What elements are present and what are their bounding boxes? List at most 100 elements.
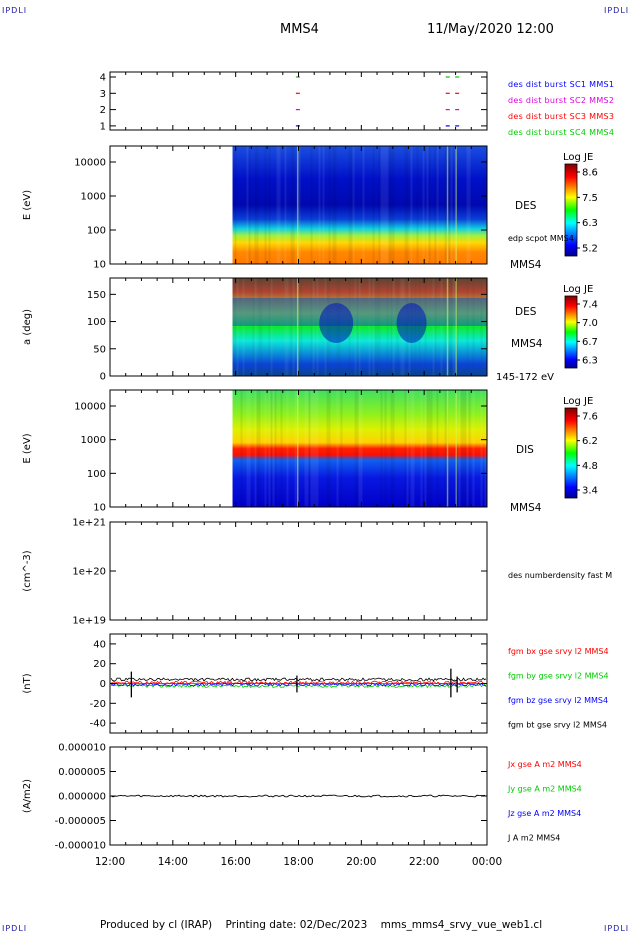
spectrogram-stripe: [294, 390, 297, 507]
spectrogram-stripe: [328, 146, 331, 264]
des-energy-tick-label: 10000: [74, 158, 106, 169]
spectrogram-stripe: [428, 390, 431, 507]
spectrogram-stripe: [290, 146, 293, 264]
burst-legend-2: des dist burst SC2 MMS2: [508, 96, 614, 105]
spectrogram-stripe: [440, 278, 443, 376]
pitch-angle-colorbar-tick-label: 7.0: [582, 318, 598, 329]
spectrogram-stripe: [334, 146, 337, 264]
spectrogram-stripe: [350, 146, 353, 264]
spectrogram-stripe: [322, 146, 325, 264]
spectrogram-stripe: [258, 390, 261, 507]
current-legend-4: J A m2 MMS4: [507, 834, 560, 843]
spectrogram-stripe: [374, 278, 377, 376]
pitch-angle-colorbar-tick-label: 6.7: [582, 337, 598, 348]
spectrogram-stripe: [468, 390, 471, 507]
spectrogram-stripe: [268, 146, 271, 264]
spectrogram-stripe: [428, 146, 431, 264]
spectrogram-stripe: [372, 278, 375, 376]
spectrogram-stripe: [450, 146, 453, 264]
spectrogram-stripe: [472, 278, 475, 376]
spectrogram-stripe: [310, 390, 313, 507]
spectrogram-stripe: [450, 278, 453, 376]
spectrogram-stripe: [268, 390, 271, 507]
spectrogram-stripe: [286, 390, 289, 507]
spectrogram-stripe: [410, 390, 413, 507]
edp-scpot-label: edp scpot MMS4: [508, 234, 574, 243]
des-energy-colorbar-tick-label: 5.2: [582, 244, 598, 255]
spectrogram-stripe: [356, 390, 359, 507]
spectrogram-background: [232, 146, 487, 264]
spectrogram-stripe: [406, 390, 409, 507]
spectrogram-stripe: [404, 390, 407, 507]
b-field-tick-label: 0: [100, 679, 106, 690]
spectrogram-stripe: [426, 146, 429, 264]
dis-energy-tick-label: 10000: [74, 402, 106, 413]
time-tick-label: 22:00: [409, 856, 439, 868]
spectrogram-stripe: [336, 390, 339, 507]
pitch-angle-ylabel: a (deg): [22, 309, 33, 345]
labels-layer: 4 3 2 1 des dist burst SC1 MMS1 des dist burs…: [22, 73, 614, 869]
des-energy-tick-label: 100: [87, 226, 106, 237]
spectrogram-stripe: [236, 278, 239, 376]
b-field-legend-2: fgm by gse srvy l2 MMS4: [508, 672, 609, 681]
current-tick-label: -0.000010: [55, 841, 106, 852]
spacecraft-title: MMS4: [280, 22, 319, 37]
density-tick-label: 1e+19: [72, 616, 106, 627]
spectrogram-stripe: [316, 278, 319, 376]
spectrogram-stripe: [480, 278, 483, 376]
pitch-angle-colorbar-tick-label: 7.4: [582, 300, 598, 311]
time-tick-label: 16:00: [221, 856, 251, 868]
current-legend-1: Jx gse A m2 MMS4: [507, 760, 582, 769]
spectrogram-band: [232, 278, 487, 376]
spectrogram-event-line: [446, 146, 449, 264]
burst-legend-1: des dist burst SC1 MMS1: [508, 80, 614, 89]
spectrogram-stripe: [354, 278, 357, 376]
spectrogram-stripe: [458, 390, 461, 507]
spectrogram-stripe: [356, 278, 359, 376]
spectrogram-stripe: [436, 390, 439, 507]
spectrogram-stripe: [422, 146, 425, 264]
des-energy-colorbar-tick-label: 8.6: [582, 168, 598, 179]
spectrogram-stripe: [468, 146, 471, 264]
spectrogram-stripe: [448, 278, 451, 376]
spectrogram-stripe: [268, 278, 271, 376]
spectrogram-stripe: [328, 390, 331, 507]
time-tick-label: 12:00: [95, 856, 125, 868]
footer-filename: mms_mms4_srvy_vue_web1.cl: [380, 919, 543, 931]
spectrogram-stripe: [390, 278, 393, 376]
current-ylabel: (A/m2): [22, 779, 33, 813]
spectrogram-stripe: [318, 146, 321, 264]
spectrogram-stripe: [406, 146, 409, 264]
panel-frames-layer: [109, 71, 580, 846]
spectrogram-stripe: [384, 146, 387, 264]
spectrogram-stripe: [368, 278, 371, 376]
spectrogram-stripe: [264, 146, 267, 264]
spectrogram-stripe: [284, 278, 287, 376]
time-tick-label: 14:00: [158, 856, 188, 868]
spectrogram-stripe: [358, 278, 361, 376]
spectrogram-stripe: [444, 390, 447, 507]
des-energy-colorbar-title: Log JE: [563, 152, 593, 163]
spectrogram-stripe: [386, 278, 389, 376]
spectrogram-stripe: [310, 146, 313, 264]
current-tick-label: 0.000010: [58, 743, 106, 754]
dis-energy-colorbar-tick-label: 4.8: [582, 461, 598, 472]
pitch-angle-sc-label: MMS4: [511, 338, 543, 350]
des-energy-tick-label: 10: [93, 260, 106, 271]
spectrogram-stripe: [278, 146, 281, 264]
spectrogram-stripe: [256, 390, 259, 507]
current-tick-label: 0.000000: [58, 792, 106, 803]
spectrogram-stripe: [232, 278, 235, 376]
spectrogram-stripe: [444, 278, 447, 376]
density-tick-label: 1e+21: [72, 518, 106, 529]
spectrogram-stripe: [240, 390, 243, 507]
spectrogram-stripe: [312, 390, 315, 507]
spectrogram-stripe: [352, 146, 355, 264]
panel-frame-5: [109, 521, 488, 621]
des-energy-colorbar: [564, 163, 578, 257]
spectrogram-stripe: [310, 278, 313, 376]
pitch-angle-tick-label: 0: [100, 372, 106, 383]
corner-mark-bottom-left: IPDLI: [2, 924, 28, 933]
dis-energy-tick-label: 1000: [81, 435, 106, 446]
pitch-angle-colorbar: [564, 295, 578, 369]
